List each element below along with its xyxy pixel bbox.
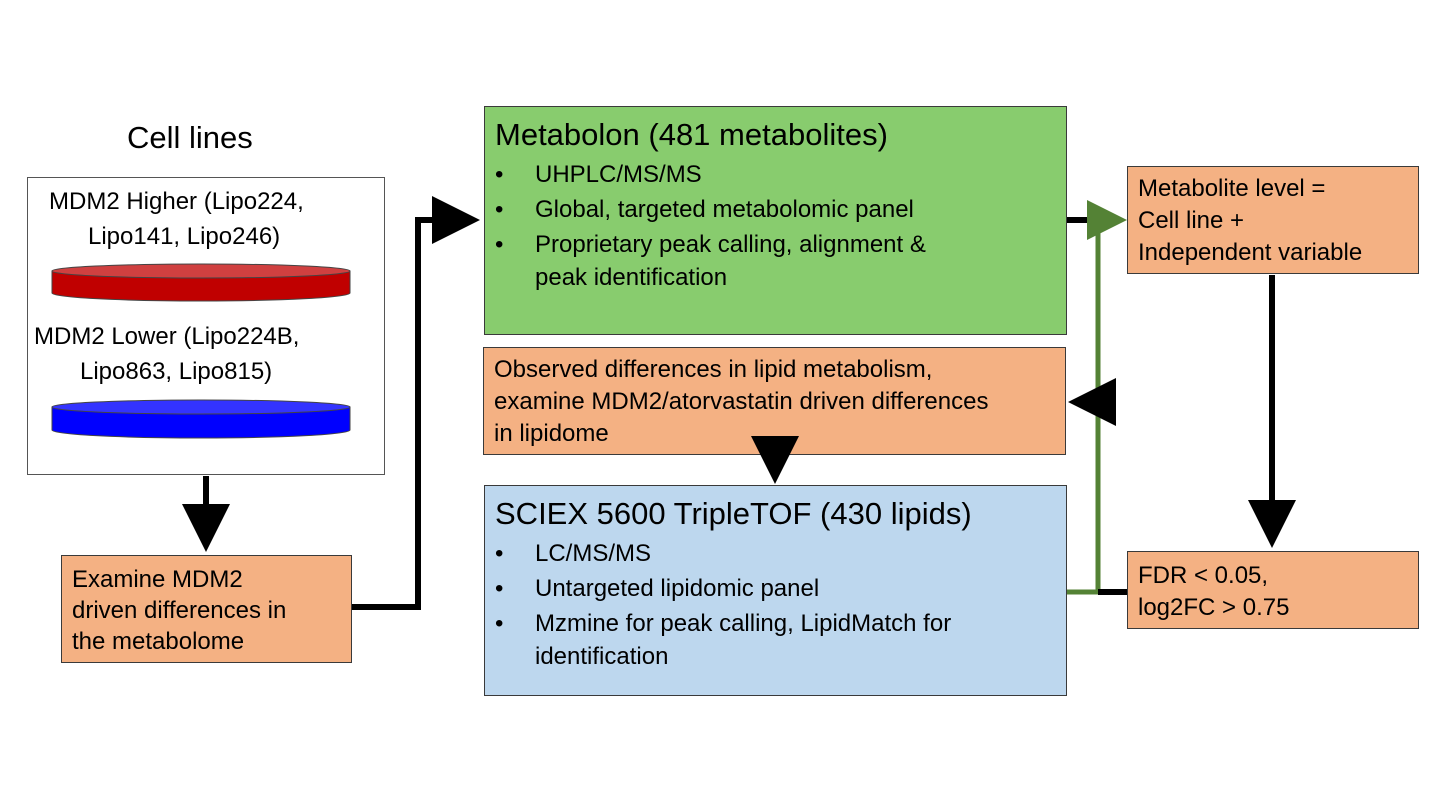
observed-line3: in lipidome bbox=[494, 420, 609, 447]
metabolite-level-line1: Metabolite level = bbox=[1138, 175, 1326, 202]
sciex-box: SCIEX 5600 TripleTOF (430 lipids) LC/MS/… bbox=[484, 485, 1067, 696]
examine-mdm2-box: Examine MDM2 driven differences in the m… bbox=[61, 555, 352, 663]
mdm2-higher-label-line2: Lipo141, Lipo246) bbox=[88, 223, 281, 250]
observed-line1: Observed differences in lipid metabolism… bbox=[494, 356, 933, 383]
observed-line2: examine MDM2/atorvastatin driven differe… bbox=[494, 388, 989, 415]
metabolon-bullets: UHPLC/MS/MS Global, targeted metabolomic… bbox=[495, 157, 926, 262]
mdm2-lower-label-line1: MDM2 Lower (Lipo224B, bbox=[34, 323, 300, 350]
metabolon-box: Metabolon (481 metabolites) UHPLC/MS/MS … bbox=[484, 106, 1067, 335]
fdr-box: FDR < 0.05, log2FC > 0.75 bbox=[1127, 551, 1419, 629]
metabolon-bullet-2: Global, targeted metabolomic panel bbox=[495, 192, 926, 227]
examine-line1: Examine MDM2 bbox=[72, 566, 243, 593]
metabolite-level-line3: Independent variable bbox=[1138, 239, 1363, 266]
sciex-bullet-3-cont: identification bbox=[535, 643, 669, 670]
sciex-bullet-3: Mzmine for peak calling, LipidMatch for bbox=[495, 606, 951, 641]
sciex-bullet-2: Untargeted lipidomic panel bbox=[495, 571, 951, 606]
fdr-line1: FDR < 0.05, bbox=[1138, 562, 1269, 589]
mdm2-higher-label-line1: MDM2 Higher (Lipo224, bbox=[49, 188, 304, 215]
sciex-bullets: LC/MS/MS Untargeted lipidomic panel Mzmi… bbox=[495, 536, 951, 641]
metabolite-level-line2: Cell line + bbox=[1138, 207, 1245, 234]
fdr-line2: log2FC > 0.75 bbox=[1138, 594, 1290, 621]
metabolon-bullet-1: UHPLC/MS/MS bbox=[495, 157, 926, 192]
sciex-title: SCIEX 5600 TripleTOF (430 lipids) bbox=[495, 496, 972, 531]
cell-lines-box: MDM2 Higher (Lipo224, Lipo141, Lipo246) … bbox=[27, 177, 385, 475]
examine-line3: the metabolome bbox=[72, 628, 245, 655]
metabolon-bullet-3: Proprietary peak calling, alignment & bbox=[495, 227, 926, 262]
cell-lines-heading: Cell lines bbox=[127, 120, 253, 155]
sciex-bullet-1: LC/MS/MS bbox=[495, 536, 951, 571]
metabolon-title: Metabolon (481 metabolites) bbox=[495, 117, 888, 152]
metabolon-bullet-3-cont: peak identification bbox=[535, 264, 728, 291]
mdm2-lower-label-line2: Lipo863, Lipo815) bbox=[80, 358, 273, 385]
observed-differences-box: Observed differences in lipid metabolism… bbox=[483, 347, 1066, 455]
examine-line2: driven differences in bbox=[72, 597, 287, 624]
metabolite-level-box: Metabolite level = Cell line + Independe… bbox=[1127, 166, 1419, 274]
